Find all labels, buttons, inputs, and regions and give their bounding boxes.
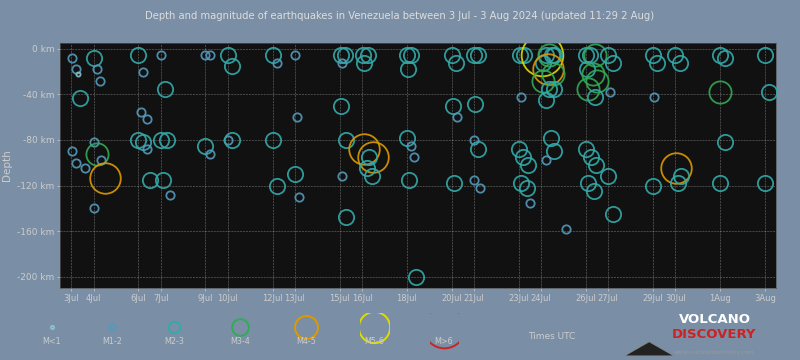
Text: DISCOVERY: DISCOVERY xyxy=(672,328,757,341)
Text: Depth and magnitude of earthquakes in Venezuela between 3 Jul - 3 Aug 2024 (upda: Depth and magnitude of earthquakes in Ve… xyxy=(146,11,654,21)
Polygon shape xyxy=(625,342,674,356)
Text: www.volcanodiscovery.com: www.volcanodiscovery.com xyxy=(674,350,754,355)
Y-axis label: Depth: Depth xyxy=(2,150,11,181)
Text: o: o xyxy=(170,322,179,337)
Text: VOLCANO: VOLCANO xyxy=(678,313,750,326)
Text: o: o xyxy=(233,319,247,339)
Text: o: o xyxy=(427,302,461,356)
Text: M2-3: M2-3 xyxy=(165,337,184,346)
Text: M<1: M<1 xyxy=(42,337,62,346)
Text: o: o xyxy=(50,327,54,332)
Text: M>6: M>6 xyxy=(434,337,454,346)
Text: Times UTC: Times UTC xyxy=(528,332,575,341)
Text: M3-4: M3-4 xyxy=(230,337,250,346)
Text: M1-2: M1-2 xyxy=(102,337,122,346)
Text: o: o xyxy=(110,325,114,334)
Text: M4-5: M4-5 xyxy=(297,337,316,346)
Text: o: o xyxy=(297,315,316,344)
Text: M5-6: M5-6 xyxy=(365,337,384,346)
Text: o: o xyxy=(362,309,387,350)
